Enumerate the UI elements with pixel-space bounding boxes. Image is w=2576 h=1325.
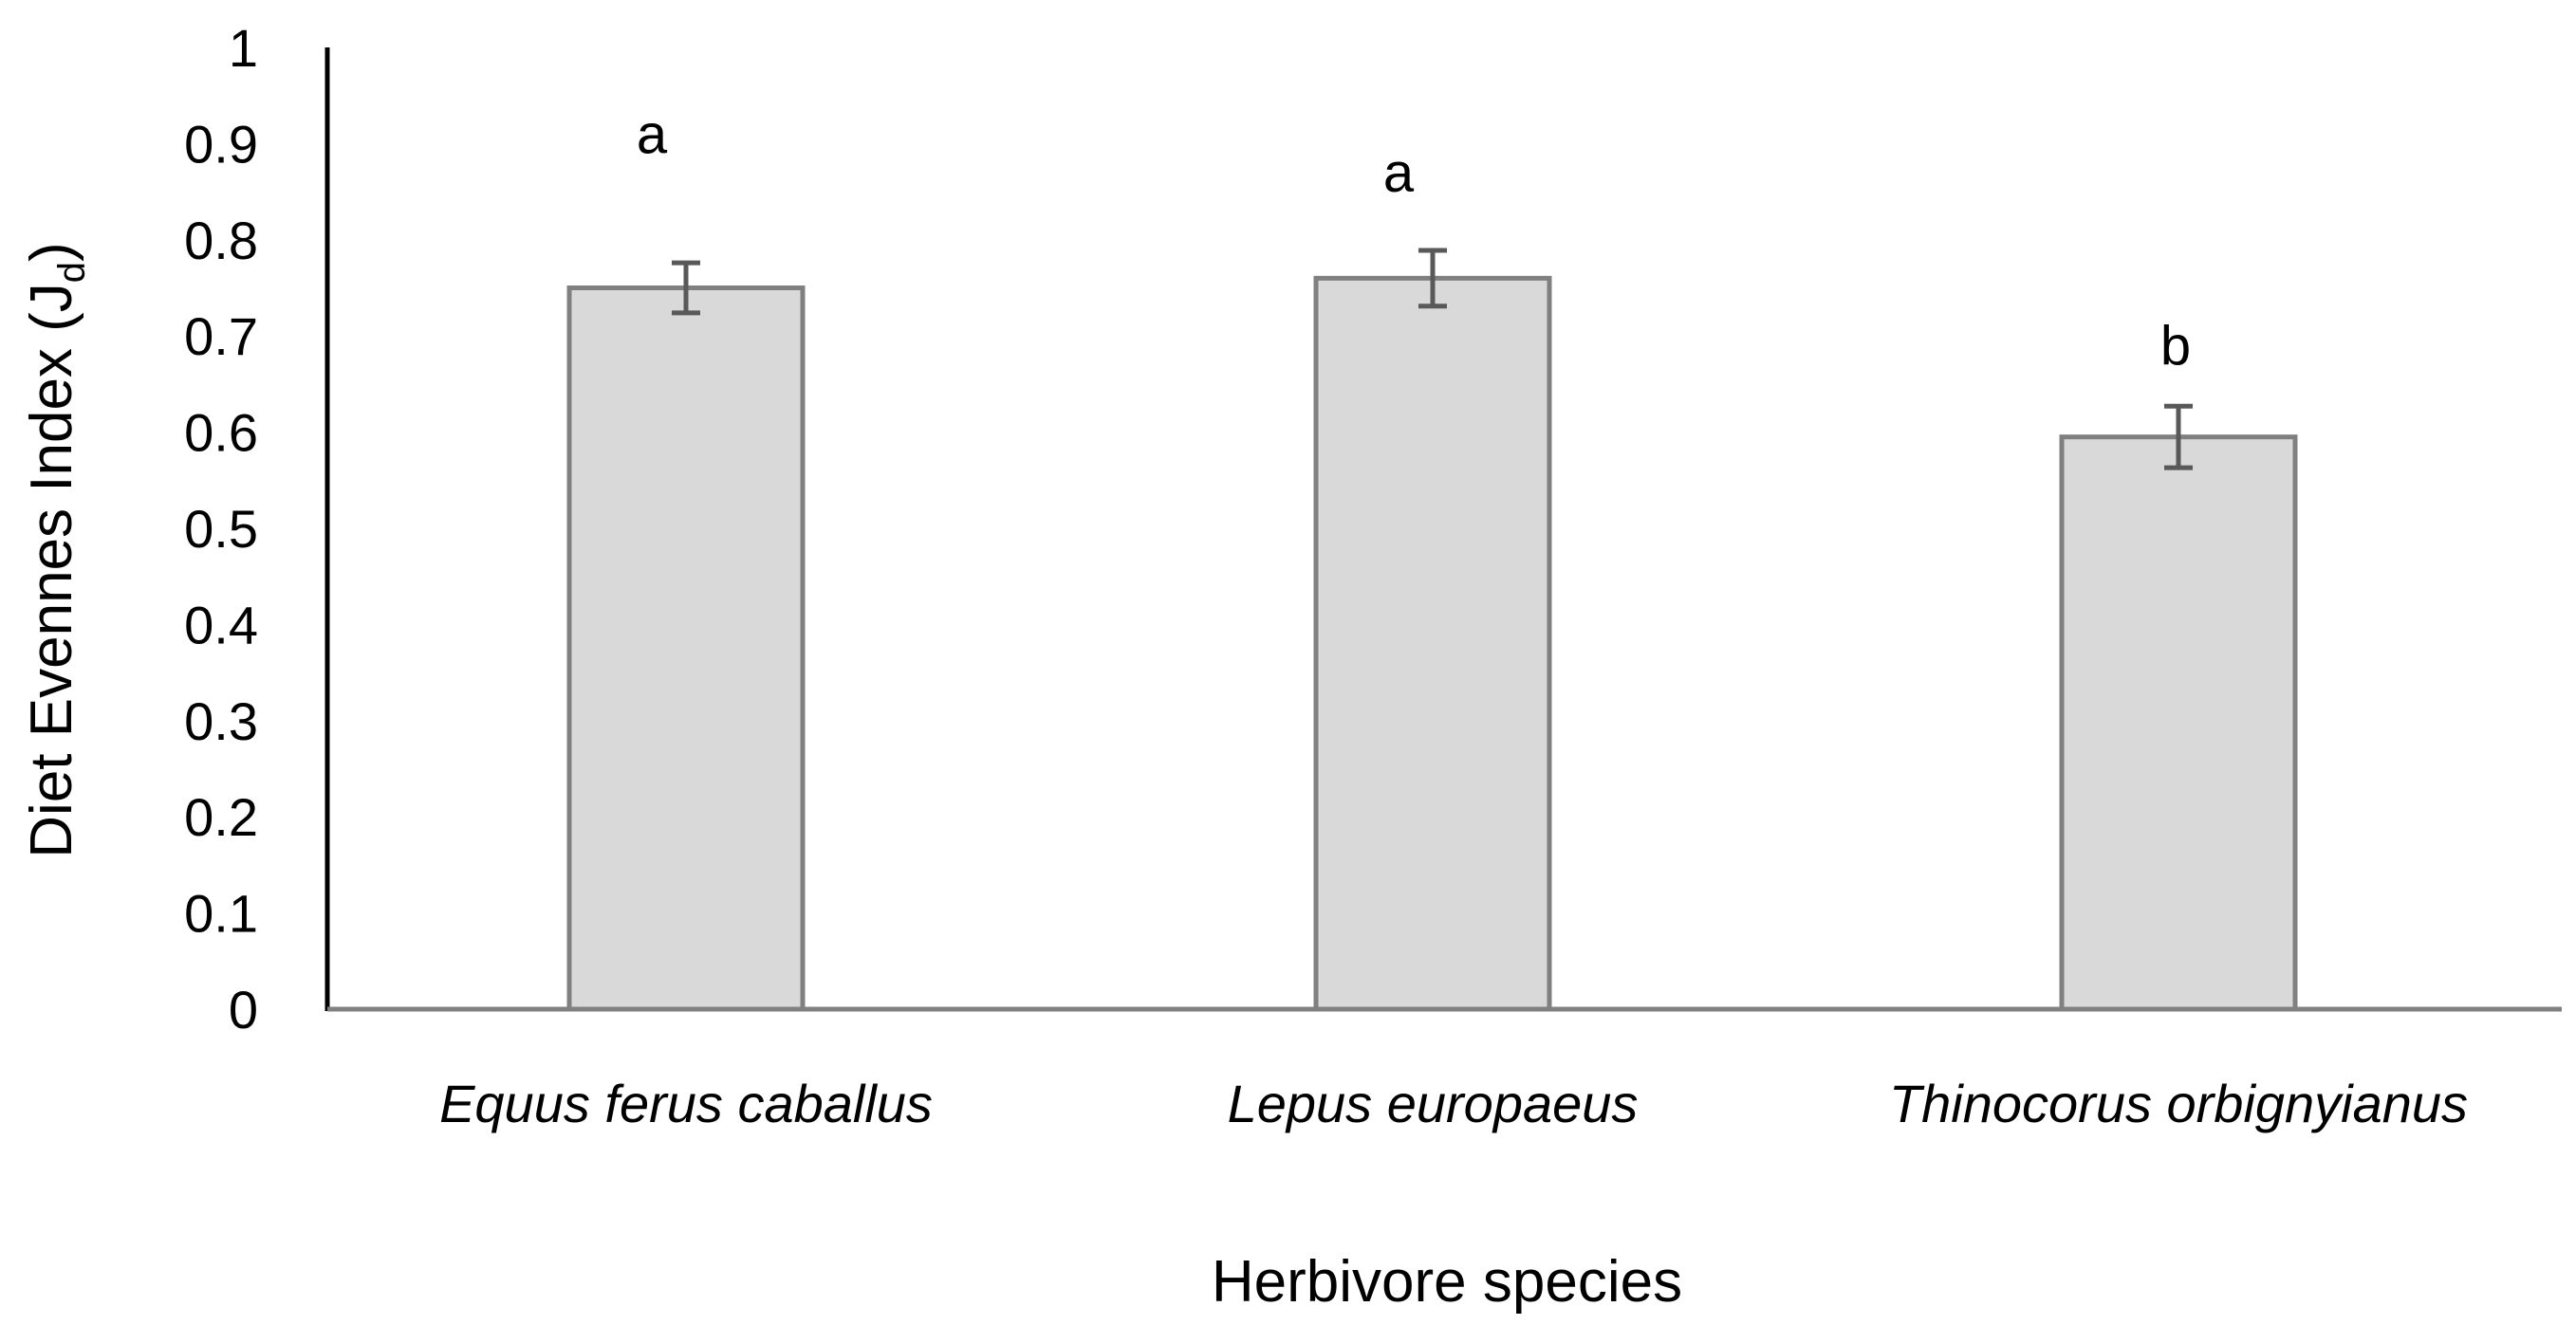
significance-letter: a: [1383, 142, 1415, 204]
category-label: Equus ferus caballus: [439, 1074, 933, 1133]
y-tick-label: 0.8: [184, 211, 258, 270]
y-tick-label: 1: [229, 18, 258, 78]
bar: [566, 285, 806, 1012]
category-label: Lepus europaeus: [1228, 1074, 1639, 1133]
y-tick-label: 0.1: [184, 884, 258, 944]
error-bar: [2164, 403, 2193, 470]
y-tick-label: 0.7: [184, 306, 258, 366]
x-axis-title: Herbivore species: [1212, 1249, 1682, 1315]
bar: [1313, 275, 1552, 1012]
category-label: Thinocorus orbignyianus: [1889, 1074, 2468, 1133]
significance-letter: a: [637, 103, 668, 165]
y-axis-title-close: ): [19, 242, 84, 262]
category-labels: Equus ferus caballus Lepus europaeus Thino…: [439, 1074, 2468, 1133]
bars-layer: [566, 275, 2298, 1012]
error-bar: [672, 260, 700, 316]
significance-letter: b: [2160, 315, 2191, 377]
y-tick-label: 0.9: [184, 114, 258, 174]
y-tick-label: 0.6: [184, 403, 258, 463]
y-tick-label: 0: [229, 980, 258, 1040]
y-axis-title-main: Diet Evennes Index (J: [19, 283, 84, 858]
y-tick-labels: 0 0.1 0.2 0.3 0.4 0.5 0.6 0.7 0.8 0.9 1: [184, 18, 258, 1040]
bar: [2059, 434, 2298, 1012]
error-bar: [1418, 248, 1447, 309]
y-tick-label: 0.5: [184, 499, 258, 559]
y-tick-label: 0.4: [184, 595, 258, 654]
significance-letters: a a b: [637, 103, 2191, 377]
error-bars-layer: [672, 248, 2193, 470]
y-tick-label: 0.2: [184, 787, 258, 847]
y-tick-label: 0.3: [184, 691, 258, 751]
y-axis-title: Diet Evennes Index (Jd): [19, 242, 93, 857]
y-axis-title-subscript: d: [51, 262, 93, 283]
